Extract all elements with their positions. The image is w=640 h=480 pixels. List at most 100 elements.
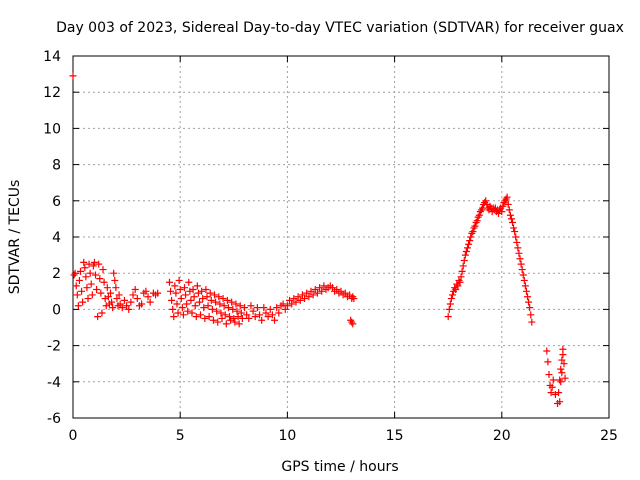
data-point <box>459 262 467 270</box>
x-tick-label: 15 <box>386 428 404 444</box>
data-point <box>475 211 483 219</box>
data-point <box>469 228 477 236</box>
data-point <box>279 300 287 308</box>
data-point <box>520 276 528 284</box>
data-point <box>292 298 300 306</box>
data-point <box>129 291 137 299</box>
data-point <box>260 304 268 312</box>
data-point <box>556 376 564 384</box>
chart-title: Day 003 of 2023, Sidereal Day-to-day VTE… <box>56 20 624 36</box>
data-point <box>231 318 239 326</box>
data-point <box>298 291 306 299</box>
data-point <box>559 351 567 359</box>
data-point <box>558 369 566 377</box>
data-point <box>281 305 289 313</box>
data-point <box>227 316 235 324</box>
data-point <box>499 202 507 210</box>
data-point <box>556 398 564 406</box>
data-point <box>95 260 103 268</box>
data-point <box>131 285 139 293</box>
data-point <box>84 295 92 303</box>
data-point <box>118 304 126 312</box>
data-point <box>237 309 245 317</box>
data-point <box>215 293 223 301</box>
data-point <box>133 295 141 303</box>
data-point <box>85 260 93 268</box>
data-point <box>188 309 196 317</box>
data-point <box>75 276 83 284</box>
data-point <box>88 291 96 299</box>
data-point <box>471 222 479 230</box>
y-tick-label: 6 <box>52 194 61 210</box>
data-point <box>92 271 100 279</box>
data-point <box>294 293 302 301</box>
data-point <box>214 318 222 326</box>
data-point <box>245 314 253 322</box>
data-point <box>288 300 296 308</box>
data-point <box>170 313 178 321</box>
data-point <box>253 304 261 312</box>
data-point <box>448 291 456 299</box>
data-point <box>80 258 88 266</box>
data-point <box>286 296 294 304</box>
data-point <box>316 284 324 292</box>
data-point <box>81 264 89 272</box>
data-point <box>165 278 173 286</box>
data-point <box>97 289 105 297</box>
data-point <box>229 305 237 313</box>
data-point <box>525 298 533 306</box>
data-point <box>513 238 521 246</box>
data-point <box>192 313 200 321</box>
y-tick-label: 8 <box>52 158 61 174</box>
data-point <box>256 311 264 319</box>
data-point <box>283 302 291 310</box>
data-point <box>456 278 464 286</box>
data-point <box>204 302 212 310</box>
data-point <box>305 293 313 301</box>
data-point <box>205 313 213 321</box>
data-point <box>144 293 152 301</box>
data-point <box>447 295 455 303</box>
data-point <box>94 313 102 321</box>
data-point <box>518 266 526 274</box>
data-point <box>203 293 211 301</box>
data-point <box>341 289 349 297</box>
data-point <box>83 284 91 292</box>
data-point <box>228 298 236 306</box>
data-point <box>515 249 523 257</box>
data-point <box>71 269 79 277</box>
data-point <box>262 309 270 317</box>
x-tick-label: 25 <box>600 428 618 444</box>
data-point <box>193 282 201 290</box>
data-point <box>113 295 121 303</box>
data-point <box>120 296 128 304</box>
data-point <box>271 316 279 324</box>
data-point <box>189 285 197 293</box>
y-tick-label: 12 <box>43 85 61 101</box>
data-point <box>512 233 520 241</box>
data-point <box>184 307 192 315</box>
data-point <box>73 291 81 299</box>
data-point <box>74 302 82 310</box>
data-point <box>444 313 452 321</box>
data-point <box>463 244 471 252</box>
data-point <box>507 215 515 223</box>
data-point <box>70 271 78 279</box>
data-point <box>320 282 328 290</box>
data-point <box>555 389 563 397</box>
data-point <box>220 302 228 310</box>
data-point <box>102 302 110 310</box>
data-point <box>177 295 185 303</box>
data-point <box>548 383 556 391</box>
data-point <box>509 219 517 227</box>
data-point <box>69 72 77 80</box>
data-point <box>545 371 553 379</box>
data-point <box>460 257 468 265</box>
data-point <box>506 211 514 219</box>
data-point <box>127 298 135 306</box>
data-point <box>100 278 108 286</box>
data-point <box>146 298 154 306</box>
data-point <box>268 311 276 319</box>
data-point <box>473 217 481 225</box>
